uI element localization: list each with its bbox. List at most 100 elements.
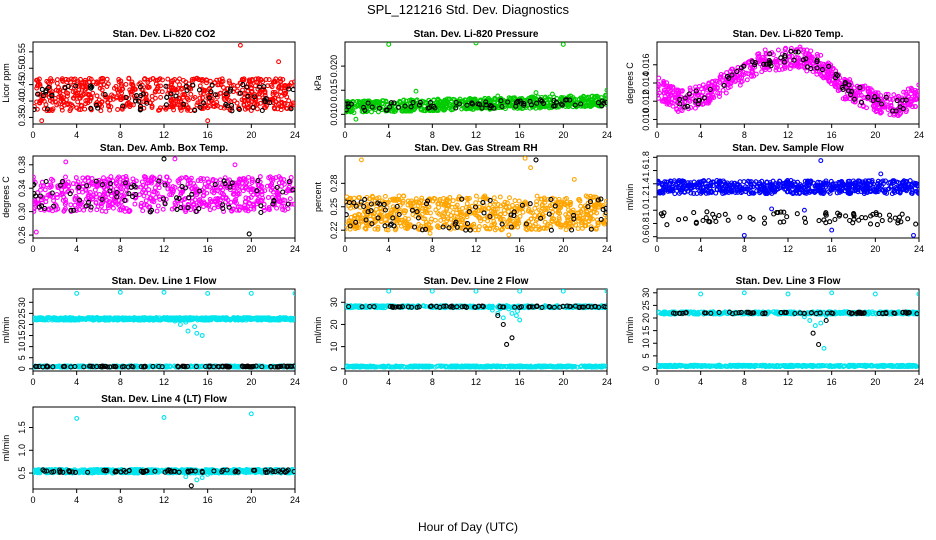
data-point (725, 217, 731, 223)
data-point (258, 209, 264, 216)
data-point (583, 223, 588, 228)
data-point (442, 211, 448, 217)
data-point (154, 208, 160, 214)
data-point (721, 179, 727, 185)
data-point (865, 185, 871, 191)
data-point (223, 199, 229, 205)
data-point (887, 217, 893, 223)
data-point (249, 187, 255, 193)
data-point (406, 216, 411, 222)
data-point (140, 208, 146, 214)
data-point (826, 79, 832, 84)
data-point (39, 118, 45, 124)
data-point (528, 102, 535, 108)
data-point (578, 101, 584, 107)
data-point (677, 88, 683, 94)
data-point (181, 104, 187, 110)
data-point (179, 184, 185, 190)
data-point (143, 184, 149, 190)
data-point (475, 101, 481, 107)
data-point (86, 199, 92, 205)
panel-3: Stan. Dev. Li-820 Temp.degrees C0 4 8 12 16 2… (625, 29, 924, 140)
data-point (68, 79, 73, 85)
data-point (905, 216, 911, 222)
data-point (498, 211, 504, 217)
data-point (120, 181, 126, 187)
data-point (291, 201, 295, 207)
data-point (710, 179, 716, 185)
data-point (70, 89, 76, 95)
data-point (33, 229, 39, 235)
data-point (124, 191, 130, 197)
data-point (468, 106, 474, 112)
data-point (903, 187, 909, 193)
data-point (363, 217, 369, 223)
x-tick-label: 8 (430, 244, 435, 254)
data-point (70, 181, 76, 187)
data-point (152, 185, 158, 191)
data-point (171, 87, 177, 93)
data-point (453, 219, 459, 225)
y-tick-label: 0.020 (329, 55, 339, 78)
data-point (446, 225, 452, 231)
data-point (491, 195, 497, 201)
data-point (209, 82, 215, 88)
data-point (396, 211, 402, 218)
data-point (212, 198, 218, 204)
data-point (808, 58, 814, 64)
data-point (879, 218, 885, 224)
data-point (749, 67, 755, 73)
x-tick-label: 12 (783, 244, 793, 254)
data-point (224, 86, 230, 92)
data-point (847, 217, 853, 224)
data-point (101, 175, 106, 181)
data-point (115, 107, 121, 112)
data-point (891, 178, 897, 184)
data-point (814, 51, 820, 57)
data-point (873, 188, 879, 194)
data-point (595, 197, 601, 203)
data-point (667, 178, 673, 184)
data-point (676, 104, 682, 109)
data-point (700, 89, 706, 95)
data-point (729, 72, 735, 78)
data-point (878, 171, 884, 177)
data-point (894, 98, 900, 104)
series-black (345, 157, 607, 233)
data-point (172, 200, 178, 206)
data-point (215, 196, 221, 201)
data-point (538, 208, 544, 214)
data-point (170, 78, 176, 84)
data-point (93, 102, 99, 108)
data-point (143, 95, 149, 101)
data-point (567, 221, 573, 227)
data-point (431, 97, 437, 103)
data-point (544, 225, 549, 231)
data-point (593, 202, 599, 208)
data-point (556, 217, 562, 223)
data-point (692, 105, 698, 111)
data-point (423, 201, 430, 207)
data-point (163, 102, 169, 108)
data-point (169, 186, 175, 192)
x-tick-label: 16 (203, 130, 213, 140)
data-point (276, 84, 282, 90)
data-point (172, 156, 178, 162)
data-point (282, 90, 288, 96)
data-point (486, 205, 492, 211)
data-point (752, 64, 758, 70)
data-point (763, 189, 769, 195)
data-point (706, 80, 712, 86)
data-point (595, 220, 601, 226)
data-point (587, 199, 593, 205)
data-point (443, 201, 449, 207)
data-point (261, 86, 267, 92)
data-point (848, 92, 854, 98)
data-point (286, 98, 292, 104)
data-point (687, 85, 693, 91)
data-point (814, 57, 820, 63)
data-point (276, 85, 281, 91)
data-point (384, 101, 390, 107)
data-point (829, 227, 835, 233)
